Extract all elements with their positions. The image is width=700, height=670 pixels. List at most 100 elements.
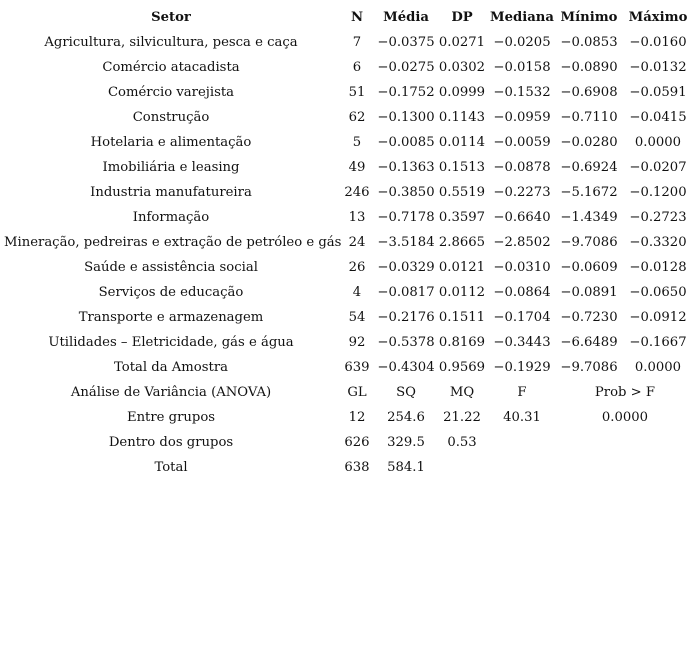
header-dp: DP [451,10,473,25]
cell-setor: Serviços de educação [98,285,244,300]
cell-minimo: −0.6908 [560,85,618,100]
cell-media: −3.5184 [377,235,435,250]
anova-sq: 329.5 [387,435,425,450]
cell-dp: 0.0112 [438,285,486,300]
cell-dp: 0.1513 [438,160,486,175]
cell-n: 7 [352,35,362,50]
cell-dp: 0.0999 [438,85,486,100]
cell-n: 26 [348,260,366,275]
cell-minimo: −0.0890 [560,60,618,75]
anova-header-sq: SQ [396,385,416,400]
cell-n: 54 [348,310,366,325]
cell-dp: 0.0121 [438,260,486,275]
cell-media: −0.0275 [377,60,435,75]
cell-media: −0.2176 [377,310,435,325]
cell-setor: Transporte e armazenagem [78,310,264,325]
table-row: Transporte e armazenagem 54 −0.2176 0.1511−… [4,305,694,330]
cell-minimo: −0.6924 [560,160,618,175]
header-row: Setor N Média DP Mediana Mínimo Máximo [4,5,694,30]
table-row: Industria manufatureira 246 −0.3850 0.5519−… [4,180,694,205]
cell-minimo: −0.7230 [560,310,618,325]
cell-media: −0.1300 [377,110,435,125]
anova-section: Análise de Variância (ANOVA) GL SQ MQ F … [4,380,694,480]
cell-setor: Comércio atacadista [102,60,240,75]
cell-mediana: −0.0878 [493,160,551,175]
table-row: Hotelaria e alimentação 5 −0.0085 0.0114 −0.… [4,130,694,155]
anova-f: 40.31 [503,410,541,425]
cell-minimo: −0.7110 [560,110,618,125]
cell-setor: Agricultura, silvicultura, pesca e caça [44,35,298,50]
cell-mediana: −0.0158 [493,60,551,75]
cell-maximo: 0.0000 [634,360,682,375]
table-row: Comércio atacadista 6 −0.0275 0.0302 −0.0158… [4,55,694,80]
anova-header-row: Análise de Variância (ANOVA) GL SQ MQ F … [4,380,694,405]
cell-dp: 0.1143 [438,110,486,125]
anova-gl: 12 [348,410,366,425]
anova-header-mq: MQ [449,385,475,400]
cell-media: −0.1752 [377,85,435,100]
anova-row: Dentro dos grupos 626 329.5 0.53 [4,430,694,455]
cell-mediana: −0.0864 [493,285,551,300]
cell-minimo: −0.0853 [560,35,618,50]
cell-minimo: −5.1672 [560,185,618,200]
cell-n: 92 [348,335,366,350]
table-row: Total da Amostra 639 −0.4304 0.9569 −0.1929−… [4,355,694,380]
cell-media: −0.0817 [377,285,435,300]
anova-sq: 254.6 [387,410,425,425]
cell-minimo: −9.7086 [560,360,618,375]
anova-mq: 21.22 [443,410,481,425]
cell-maximo: −0.0128 [629,260,687,275]
anova-title: Análise de Variância (ANOVA) [70,385,272,400]
anova-label: Total [154,460,188,475]
cell-minimo: −1.4349 [560,210,618,225]
anova-header-f: F [517,385,527,400]
cell-dp: 0.5519 [438,185,486,200]
table-row: Saúde e assistência social 26 −0.0329 0.012… [4,255,694,280]
anova-f [488,430,556,455]
sector-statistics-table: Setor N Média DP Mediana Mínimo Máximo A… [4,5,694,480]
header-setor: Setor [151,10,191,25]
anova-gl: 626 [344,435,370,450]
cell-media: −0.0085 [377,135,435,150]
cell-mediana: −0.2273 [493,185,551,200]
cell-media: −0.0375 [377,35,435,50]
cell-maximo: −0.0912 [629,310,687,325]
cell-mediana: −0.6640 [493,210,551,225]
cell-dp: 2.8665 [438,235,486,250]
cell-setor: Informação [132,210,210,225]
cell-dp: 0.9569 [438,360,486,375]
cell-mediana: −0.0310 [493,260,551,275]
header-maximo: Máximo [628,10,688,25]
anova-label: Entre grupos [126,410,216,425]
cell-media: −0.1363 [377,160,435,175]
cell-dp: 0.0114 [438,135,486,150]
header-n: N [350,10,364,25]
anova-row: Total 638 584.1 [4,455,694,480]
cell-n: 13 [348,210,366,225]
anova-header-prob: Prob > F [594,385,656,400]
cell-setor: Total da Amostra [114,360,228,375]
cell-dp: 0.0271 [438,35,486,50]
cell-media: −0.5378 [377,335,435,350]
cell-minimo: −0.0891 [560,285,618,300]
cell-setor: Comércio varejista [107,85,235,100]
cell-maximo: −0.0132 [629,60,687,75]
cell-media: −0.4304 [377,360,435,375]
table-row: Serviços de educação 4 −0.0817 0.0112 −0.086… [4,280,694,305]
table-row: Utilidades – Eletricidade, gás e água 92−… [4,330,694,355]
cell-maximo: −0.2723 [629,210,687,225]
cell-minimo: −0.0280 [560,135,618,150]
anova-sq: 584.1 [387,460,425,475]
cell-n: 4 [352,285,362,300]
anova-prob [556,455,694,480]
cell-mediana: −0.1532 [493,85,551,100]
cell-mediana: −0.0059 [493,135,551,150]
cell-mediana: −0.1929 [493,360,551,375]
cell-minimo: −0.0609 [560,260,618,275]
cell-maximo: 0.0000 [634,135,682,150]
table-row: Comércio varejista 51 −0.1752 0.0999 −0.1532… [4,80,694,105]
cell-n: 24 [348,235,366,250]
anova-mq: 0.53 [447,435,477,450]
cell-n: 49 [348,160,366,175]
